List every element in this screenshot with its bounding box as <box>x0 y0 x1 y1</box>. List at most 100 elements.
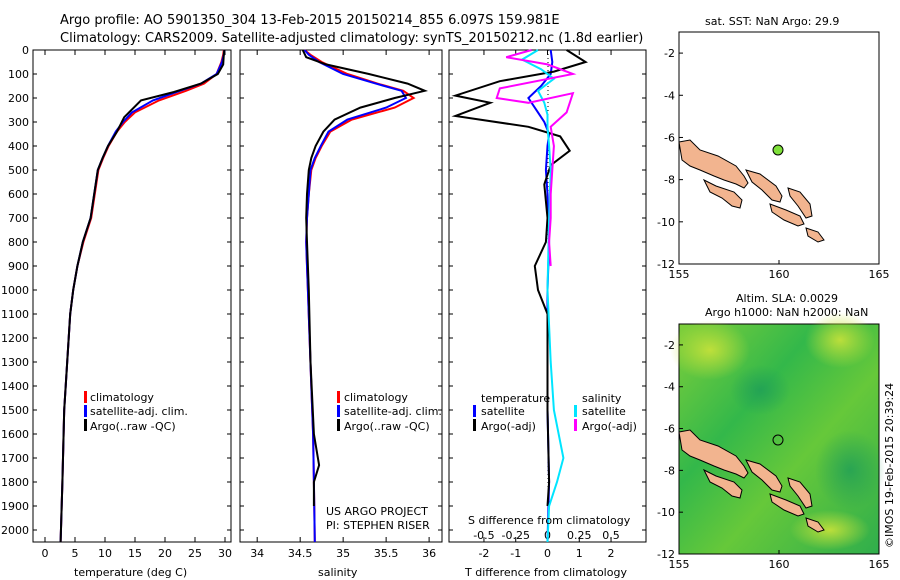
difference-panel: -2 -1 0 1 2 -0.5 -0.25 0 0.25 0.5 S difference f… <box>448 49 647 579</box>
sla-field-high <box>805 312 875 368</box>
depth-tick-label: 900 <box>8 260 29 273</box>
island-santa-isabel <box>745 169 783 203</box>
depth-tick-label: 1000 <box>1 284 29 297</box>
island-guadalcanal <box>769 203 805 227</box>
lat-tick-label: -2 <box>664 339 675 352</box>
salinity-series <box>301 49 429 543</box>
lat-tick-label: -10 <box>657 506 675 519</box>
lat-tick-label: -4 <box>664 89 675 102</box>
depth-tick-label: 500 <box>8 164 29 177</box>
depth-tick-label: 800 <box>8 236 29 249</box>
x-tick-label: 36 <box>422 547 436 560</box>
island-malaita <box>787 477 813 509</box>
imos-stamp: ©IMOS 19-Feb-2015 20:39:24 <box>883 383 896 548</box>
legend-swatch-t-argo <box>473 419 476 431</box>
argo-float-marker <box>772 144 784 156</box>
depth-tick-label: 200 <box>8 92 29 105</box>
salinity-xlabel: salinity <box>318 566 358 579</box>
difference-depth-ticks <box>449 49 646 531</box>
lat-tick-label: -4 <box>664 381 675 394</box>
salinity-diff-top-axis: -0.5 -0.25 0 0.25 0.5 <box>473 529 620 542</box>
legend-s-satellite: satellite <box>582 405 626 418</box>
lon-tick-label: 155 <box>669 268 690 281</box>
depth-tick-label: 1800 <box>1 476 29 489</box>
depth-tick-label: 1300 <box>1 356 29 369</box>
difference-x-axis: -2 -1 0 1 2 <box>478 50 615 560</box>
island-choiseul <box>678 429 749 479</box>
depth-tick-label: 1600 <box>1 428 29 441</box>
x-tick-label: 35.5 <box>374 547 399 560</box>
x-tick-label: 35 <box>336 547 350 560</box>
salinity-frame <box>239 49 443 543</box>
legend-swatch-t-satellite <box>473 405 476 417</box>
legend-swatch-s-argo <box>574 419 577 431</box>
legend-temperature: temperature <box>481 392 550 405</box>
series-line-satellite-adj-clim- <box>59 49 226 543</box>
legend-s-argo: Argo(-adj) <box>582 420 637 433</box>
depth-tick-label: 1100 <box>1 308 29 321</box>
depth-tick-label: 1500 <box>1 404 29 417</box>
legend-t-argo: Argo(-adj) <box>481 420 536 433</box>
lon-tick-label: 155 <box>669 558 690 571</box>
lon-tick-label: 160 <box>769 268 790 281</box>
sla-field-low <box>730 365 790 415</box>
x-tick-label: 30 <box>218 547 232 560</box>
legend-swatch-satellite <box>84 405 87 417</box>
temperature-x-axis: 0 5 10 15 20 25 30 <box>42 50 232 560</box>
legend-climatology: climatology <box>344 391 408 404</box>
project-label: US ARGO PROJECT <box>326 505 428 518</box>
x-tick-label: 34.5 <box>288 547 313 560</box>
temperature-series <box>59 49 226 543</box>
legend-swatch-s-satellite <box>574 405 577 417</box>
lon-tick-label: 160 <box>769 558 790 571</box>
depth-tick-label: 300 <box>8 116 29 129</box>
lat-tick-label: -12 <box>657 258 675 271</box>
depth-tick-label: 2000 <box>1 524 29 537</box>
legend-swatch-argo <box>337 419 340 431</box>
legend-argo: Argo(..raw -QC) <box>344 420 430 433</box>
salinity-legend: climatology satellite-adj. clim. Argo(..… <box>337 391 442 433</box>
temperature-legend: climatology satellite-adj. clim. Argo(..… <box>84 391 188 433</box>
temperature-frame <box>32 49 232 543</box>
legend-swatch-satellite <box>337 405 340 417</box>
s-diff-tick-label: -0.25 <box>501 529 529 542</box>
pi-label: PI: STEPHEN RISER <box>326 519 430 532</box>
lon-tick-label: 165 <box>869 558 890 571</box>
sla-field-high <box>790 510 870 550</box>
legend-climatology: climatology <box>90 391 154 404</box>
depth-tick-label: 100 <box>8 68 29 81</box>
t-difference-xlabel: T difference from climatology <box>464 566 627 579</box>
x-tick-label: -1 <box>510 547 521 560</box>
sla-map-panel: Altim. SLA: 0.0029 Argo h1000: NaN h2000… <box>657 292 896 571</box>
depth-tick-label: 1200 <box>1 332 29 345</box>
sla-map-axes: 155 160 165 -2 -4 -6 -8 -10 -12 <box>657 339 889 571</box>
salinity-panel: 34 34.5 35 35.5 36 salinity climatology sate… <box>239 49 443 579</box>
depth-tick-label: 1400 <box>1 380 29 393</box>
x-tick-label: 34 <box>250 547 264 560</box>
header-line-1: Argo profile: AO 5901350_304 13-Feb-2015… <box>60 13 560 28</box>
depth-tick-label: 0 <box>22 44 29 57</box>
lat-tick-label: -6 <box>664 423 675 436</box>
s-diff-tick-label: -0.5 <box>473 529 494 542</box>
series-line-argo-raw-qc- <box>301 49 429 506</box>
x-tick-label: 5 <box>72 547 79 560</box>
s-diff-tick-label: 0.25 <box>567 529 592 542</box>
lon-tick-label: 165 <box>869 268 890 281</box>
difference-legend: temperature satellite Argo(-adj) salinit… <box>473 392 637 433</box>
legend-swatch-argo <box>84 419 87 431</box>
lat-tick-label: -8 <box>664 174 675 187</box>
depth-tick-label: 1700 <box>1 452 29 465</box>
temperature-panel: 0100200300400500600700800900100011001200… <box>1 44 232 579</box>
sst-coastlines <box>678 139 825 243</box>
depth-tick-label: 600 <box>8 188 29 201</box>
island-choiseul <box>678 139 749 189</box>
series-line-climatology <box>303 49 416 543</box>
lat-tick-label: -10 <box>657 216 675 229</box>
header-line-2: Climatology: CARS2009. Satellite-adjuste… <box>60 31 643 46</box>
series-line-argo-adj- <box>495 49 577 267</box>
sst-title: sat. SST: NaN Argo: 29.9 <box>705 15 839 28</box>
depth-axis: 0 100 200 300 400 500 600 700 800 900 1000 1100 1200… <box>1 44 231 537</box>
sla-field-low <box>815 430 885 510</box>
sst-map-axes: 155 160 165 -2 -4 -6 -8 -10 -12 <box>657 47 889 281</box>
